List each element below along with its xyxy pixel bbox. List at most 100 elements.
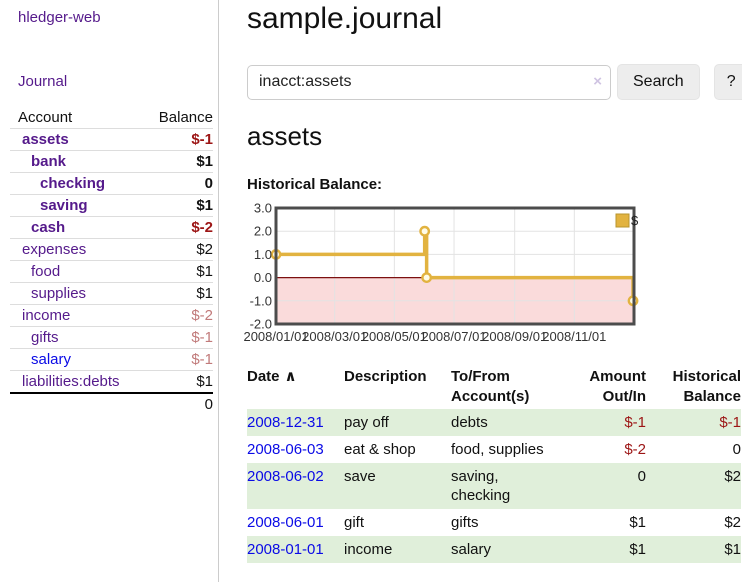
transaction-date-link[interactable]: 2008-06-01 [247,514,324,531]
account-balance: $-1 [145,128,213,151]
account-heading: assets [247,121,323,151]
account-row: assets $-1 [10,128,213,151]
accounts-total-row: 0 [10,392,213,415]
register-header-accounts: To/From Account(s) [451,368,530,405]
account-balance: $1 [145,194,213,217]
page-title: sample.journal [247,2,443,35]
register-header-date[interactable]: Date ∧ [247,368,297,385]
account-balance: $1 [145,282,213,305]
accounts-header-balance: Balance [158,109,213,126]
transaction-date-link[interactable]: 2008-06-02 [247,468,324,485]
transaction-row: 2008-06-03 eat & shop food, supplies $-2 0 [247,436,741,463]
transaction-accounts: saving, checking [451,463,565,509]
accounts-table: Account Balance assets $-1 bank $1 checking 0… [10,107,213,415]
sidebar-item-journal[interactable]: Journal [18,73,68,90]
transaction-date-link[interactable]: 2008-01-01 [247,541,324,558]
transaction-description: save [344,463,451,509]
account-link-food[interactable]: food [31,263,61,280]
account-balance: $1 [145,260,213,283]
account-row: income $-2 [10,304,213,327]
y-tick-label: 1.0 [254,247,272,262]
x-tick-label: 2008/03/01 [302,329,367,344]
transaction-date-link[interactable]: 2008-06-03 [247,441,324,458]
legend-label: $ [631,213,639,228]
account-link-saving[interactable]: saving [40,197,88,214]
help-button[interactable]: ? [713,64,742,100]
transaction-amount: $-2 [624,441,646,458]
transaction-accounts: food, supplies [451,441,544,458]
transaction-row: 2008-01-01 income salary $1 $1 [247,536,741,563]
plot-border [274,206,636,326]
search-button[interactable]: Search [617,64,700,100]
account-row: salary $-1 [10,348,213,371]
account-balance: $-1 [145,326,213,349]
account-link-checking[interactable]: checking [40,175,106,192]
legend-swatch [615,213,630,228]
transaction-balance: 0 [732,441,741,458]
account-row: food $1 [10,260,213,283]
account-balance: 0 [145,172,213,195]
search-input-wrap: × [247,64,611,100]
transaction-balance: $1 [646,536,741,563]
transaction-amount: $1 [565,536,646,563]
sidebar: hledger-web Journal Account Balance asse… [0,0,219,582]
transaction-balance: $2 [646,463,741,509]
account-link-liabilities-debts[interactable]: liabilities:debts [22,373,120,390]
search-bar: × Search ? [247,64,742,100]
account-link-gifts[interactable]: gifts [31,329,59,346]
y-tick-label: 3.0 [254,202,272,216]
register-header-row: Date ∧ Description To/From Account(s) Amo… [247,365,741,409]
account-row: supplies $1 [10,282,213,305]
account-link-bank[interactable]: bank [31,153,67,170]
x-tick-label: 2008/07/01 [421,329,486,344]
register-header-balance: Historical Balance [672,368,741,405]
account-balance: $-1 [145,348,213,371]
account-row: expenses $2 [10,238,213,261]
register-table: Date ∧ Description To/From Account(s) Amo… [247,365,741,563]
account-row: liabilities:debts $1 [10,370,213,393]
x-tick-label: 2008/01/01 [244,329,309,344]
account-link-expenses[interactable]: expenses [22,241,87,258]
x-tick-label: 2008/05/01 [362,329,427,344]
transaction-accounts: salary [451,536,565,563]
x-tick-label: 2008/11/01 [542,329,606,344]
transaction-description: income [344,536,451,563]
accounts-table-header-row: Account Balance [10,107,213,129]
chart-title: Historical Balance: [247,176,383,193]
account-row: gifts $-1 [10,326,213,349]
account-link-assets[interactable]: assets [22,131,69,148]
transaction-date-link[interactable]: 2008-12-31 [247,414,324,431]
account-balance: $-2 [145,304,213,327]
account-link-income[interactable]: income [22,307,71,324]
account-row: saving $1 [10,194,213,217]
y-tick-label: 0.0 [254,270,272,285]
y-tick-label: -2.0 [250,317,272,332]
data-point-marker [419,225,431,237]
transaction-row: 2008-06-02 save saving, checking 0 $2 [247,463,741,509]
account-link-salary[interactable]: salary [31,351,72,368]
register-header-amount: Amount Out/In [589,368,646,405]
transaction-balance: $2 [724,514,741,531]
transaction-description: eat & shop [344,441,416,458]
account-row: bank $1 [10,150,213,173]
account-link-cash[interactable]: cash [31,219,66,236]
data-point-marker [421,272,433,284]
transaction-accounts: debts [451,409,565,436]
transaction-description: gift [344,514,365,531]
account-balance: $2 [145,238,213,261]
transaction-amount: $-1 [565,409,646,436]
account-link-supplies[interactable]: supplies [31,285,87,302]
search-input[interactable] [247,64,611,100]
historical-balance-chart: $3.0 2.0 1.0 0.0 -1.0 -2.02008/01/012008/03/0… [244,202,639,344]
transaction-row: 2008-12-31 pay off debts $-1 $-1 [247,409,741,436]
transaction-description: pay off [344,409,451,436]
y-tick-label: -1.0 [250,293,272,308]
clear-search-icon[interactable]: × [593,72,602,90]
sort-asc-icon: ∧ [284,368,297,385]
app-brand-link[interactable]: hledger-web [18,9,101,26]
transaction-row: 2008-06-01 gift gifts $1 $2 [247,509,741,536]
account-row: checking 0 [10,172,213,195]
transaction-amount: 0 [565,463,646,509]
y-tick-label: 2.0 [254,224,272,239]
